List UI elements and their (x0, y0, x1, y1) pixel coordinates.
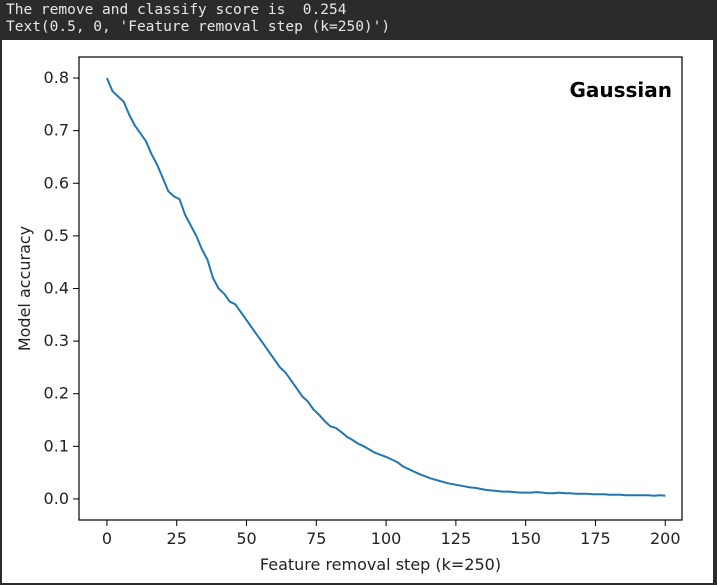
line-chart: 0 25 50 75 100 125 150 175 200 0.00.10.20.30.40.… (15, 56, 683, 574)
y-tick-label: 0.8 (44, 68, 69, 87)
x-axis-label: Feature removal step (k=250) (260, 555, 501, 574)
y-axis: 0.0 0.1 0.2 0.3 0.4 0.5 0.6 0.7 0.8 (44, 68, 79, 508)
x-axis: 0 25 50 75 100 125 150 175 200 (102, 520, 681, 548)
y-tick-label: 0.0 (44, 489, 69, 508)
x-tick-label: 125 (441, 529, 472, 548)
y-tick-label: 0.2 (44, 384, 69, 403)
chart-annotation: Gaussian (569, 78, 672, 102)
x-tick-label: 100 (371, 529, 402, 548)
x-tick-label: 25 (167, 529, 187, 548)
x-tick-label: 200 (650, 529, 681, 548)
y-tick-label: 0.7 (44, 121, 69, 140)
y-tick-label: 0.5 (44, 226, 69, 245)
y-tick-label: 0.1 (44, 436, 69, 455)
cell-output-text: The remove and classify score is 0.254 Te… (6, 2, 390, 36)
x-tick-label: 50 (236, 529, 256, 548)
output-line-text-repr: Text(0.5, 0, 'Feature removal step (k=25… (6, 19, 391, 35)
y-tick-label: 0.6 (44, 173, 69, 192)
x-tick-label: 0 (102, 529, 112, 548)
plot-area (78, 56, 683, 521)
output-line-score: The remove and classify score is 0.254 (6, 2, 347, 18)
y-axis-label: Model accuracy (15, 226, 34, 351)
x-tick-label: 150 (510, 529, 541, 548)
chart-figure: 0 25 50 75 100 125 150 175 200 0.0 0.1 0.2 0.3 0.4 0.… (2, 40, 713, 583)
x-tick-label: 175 (580, 529, 611, 548)
y-tick-label: 0.3 (44, 331, 69, 350)
accuracy-line (105, 77, 666, 497)
x-tick-label: 75 (306, 529, 326, 548)
y-tick-label: 0.4 (44, 279, 69, 298)
